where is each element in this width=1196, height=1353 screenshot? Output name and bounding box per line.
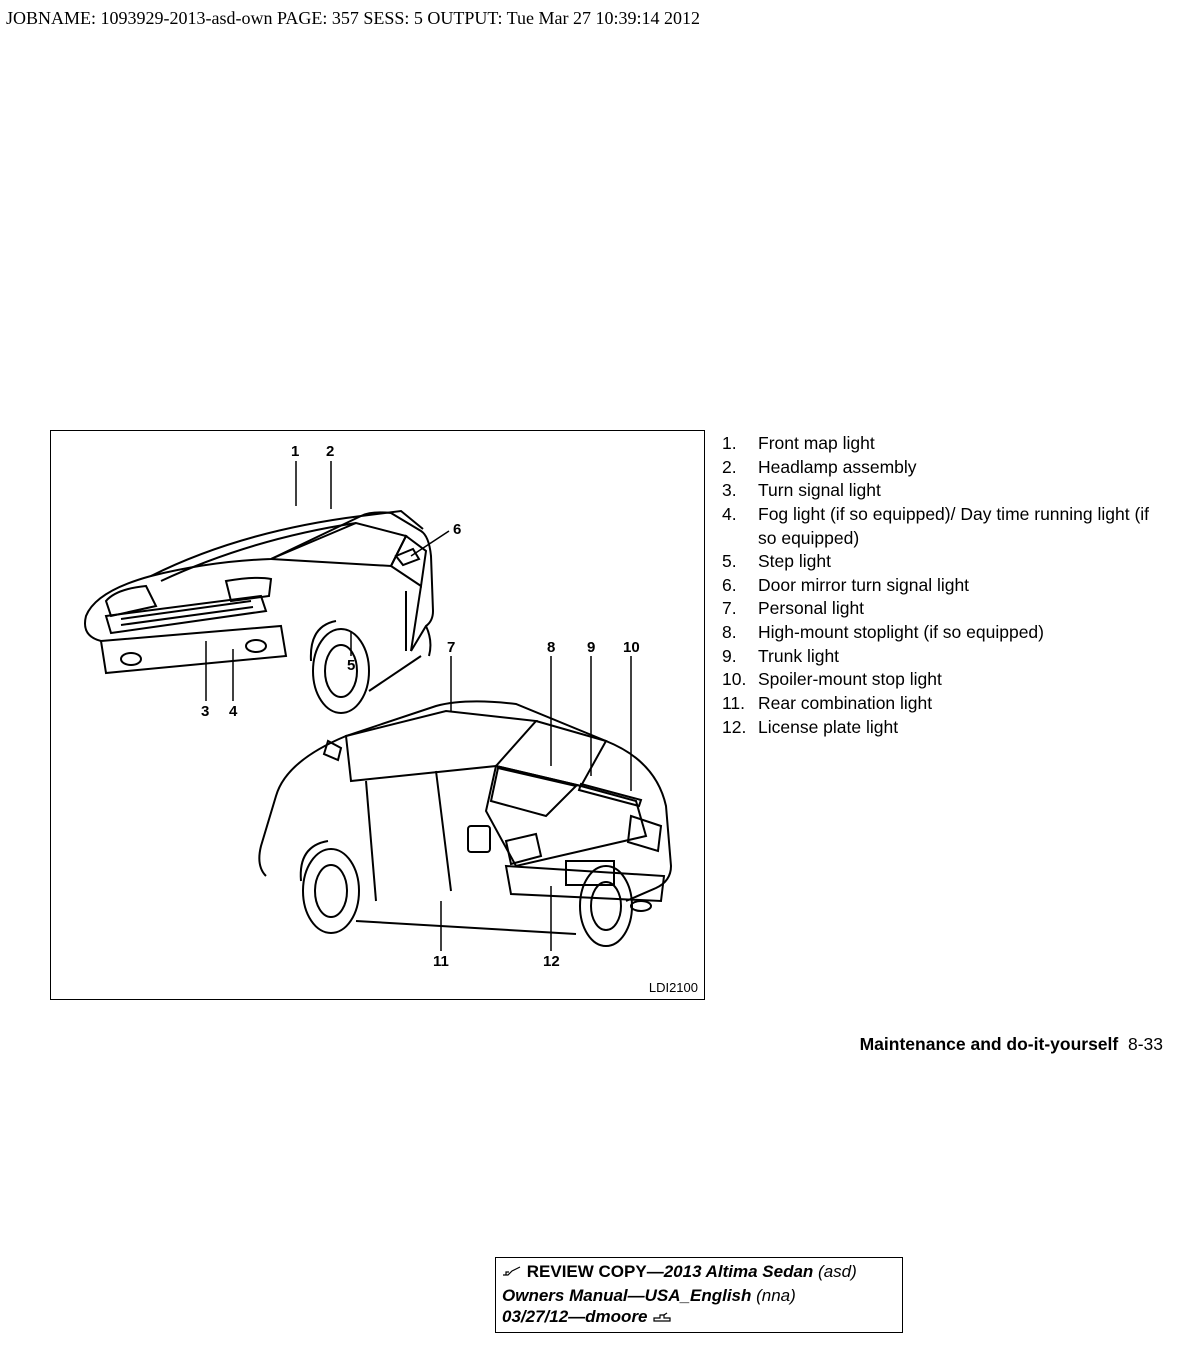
callout-5: 5 [347, 657, 355, 674]
callout-3: 3 [201, 703, 209, 720]
review-manual: Owners Manual—USA_English [502, 1286, 756, 1305]
hand-point-icon [652, 1308, 672, 1329]
lights-list: 1.Front map light 2.Headlamp assembly 3.… [722, 432, 1162, 739]
list-item: 8.High-mount stoplight (if so equipped) [722, 621, 1162, 645]
review-date-author: 03/27/12—dmoore [502, 1307, 648, 1326]
jobname-header: JOBNAME: 1093929-2013-asd-own PAGE: 357 … [6, 8, 700, 29]
callout-4: 4 [229, 703, 237, 720]
review-copy-box: REVIEW COPY—2013 Altima Sedan (asd) Owne… [495, 1257, 903, 1333]
list-item: 12.License plate light [722, 716, 1162, 740]
callout-12: 12 [543, 953, 560, 970]
hand-write-icon [502, 1263, 522, 1284]
list-item: 3.Turn signal light [722, 479, 1162, 503]
page-number: 8-33 [1128, 1034, 1163, 1054]
list-item: 6.Door mirror turn signal light [722, 574, 1162, 598]
list-item: 7.Personal light [722, 597, 1162, 621]
list-item: 10.Spoiler-mount stop light [722, 668, 1162, 692]
callout-6: 6 [453, 521, 461, 538]
list-item: 9.Trunk light [722, 645, 1162, 669]
section-footer: Maintenance and do-it-yourself 8-33 [860, 1034, 1163, 1055]
section-name: Maintenance and do-it-yourself [860, 1034, 1119, 1054]
callout-lines [51, 431, 706, 1001]
review-code2: (nna) [756, 1286, 796, 1305]
list-item: 2.Headlamp assembly [722, 456, 1162, 480]
callout-11: 11 [433, 953, 449, 970]
callout-8: 8 [547, 639, 555, 656]
callout-10: 10 [623, 639, 640, 656]
list-item: 11.Rear combination light [722, 692, 1162, 716]
review-vehicle: 2013 Altima Sedan [664, 1262, 818, 1281]
list-item: 4.Fog light (if so equipped)/ Day time r… [722, 503, 1162, 550]
figure-box: 1 2 3 4 5 6 7 8 9 10 11 12 LDI2100 [50, 430, 705, 1000]
list-item: 1.Front map light [722, 432, 1162, 456]
callout-1: 1 [291, 443, 299, 460]
callout-9: 9 [587, 639, 595, 656]
callout-2: 2 [326, 443, 334, 460]
callout-7: 7 [447, 639, 455, 656]
list-item: 5.Step light [722, 550, 1162, 574]
review-prefix: REVIEW COPY— [527, 1262, 664, 1281]
review-code1: (asd) [818, 1262, 857, 1281]
figure-code: LDI2100 [649, 980, 698, 995]
